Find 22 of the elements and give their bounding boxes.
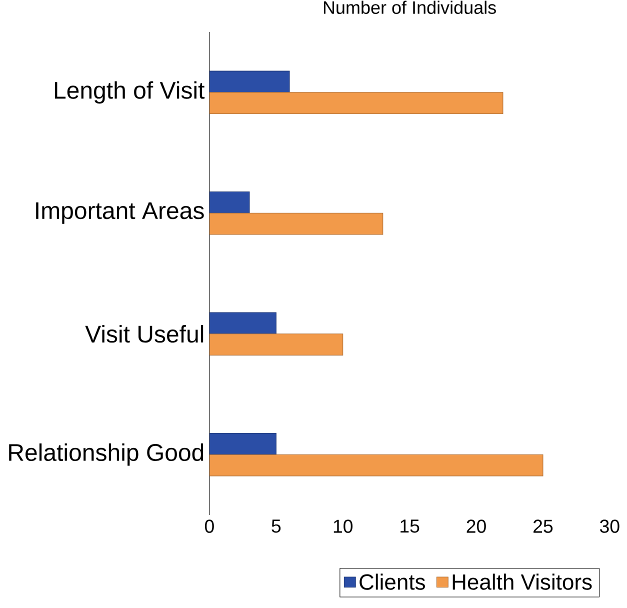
x-tick-label: 5 bbox=[272, 520, 281, 533]
chart-title: Number of Individuals bbox=[324, 0, 496, 14]
bar bbox=[209, 432, 276, 455]
x-tick-label: 15 bbox=[400, 520, 420, 533]
bar bbox=[209, 454, 544, 476]
bar bbox=[209, 333, 344, 356]
x-tick-label: 10 bbox=[334, 519, 353, 533]
y-tick-label: Important Areas bbox=[36, 202, 204, 224]
bar bbox=[209, 312, 276, 334]
legend-label: Health Visitors bbox=[452, 574, 592, 590]
legend-label: Clients bbox=[360, 574, 425, 590]
x-tick-label: 0 bbox=[204, 519, 214, 533]
x-tick-label: 20 bbox=[466, 519, 486, 533]
y-tick-label: Relationship Good bbox=[9, 443, 204, 466]
x-tick-label: 30 bbox=[600, 519, 620, 533]
bar bbox=[209, 191, 250, 214]
y-tick-label: Visit Useful bbox=[85, 324, 204, 343]
bar bbox=[209, 70, 290, 93]
x-tick-label: 25 bbox=[534, 519, 553, 533]
bar bbox=[209, 212, 384, 235]
bar bbox=[209, 92, 504, 114]
y-tick-label: Length of Visit bbox=[54, 81, 205, 104]
